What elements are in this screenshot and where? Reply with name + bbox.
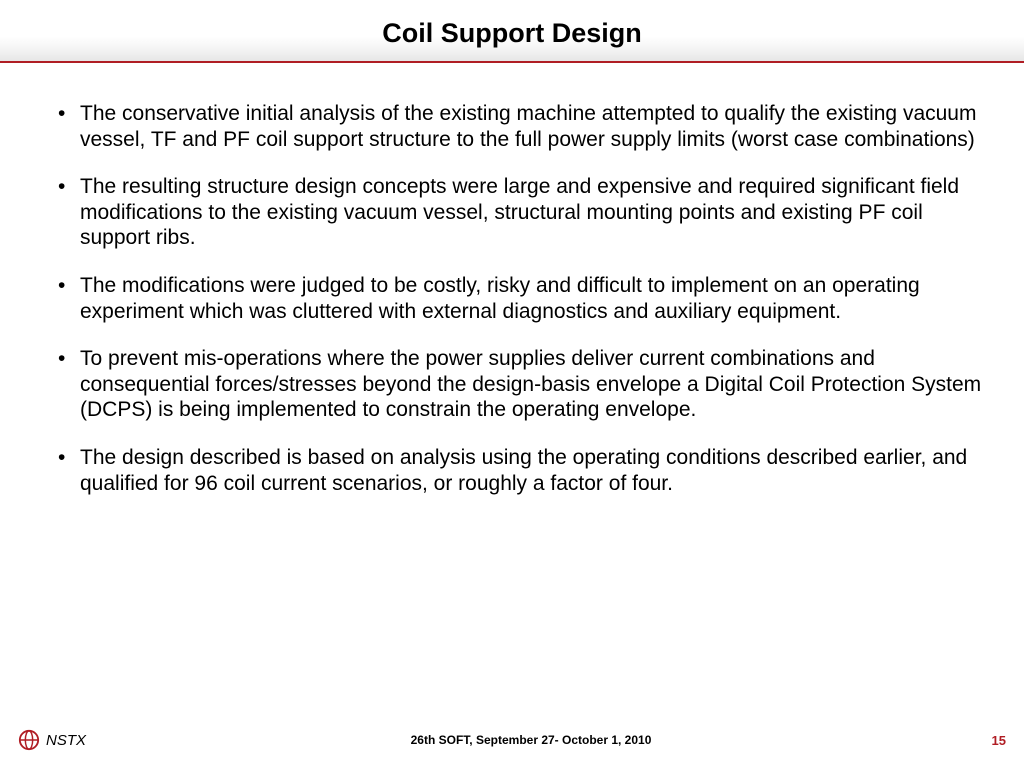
- slide-body: The conservative initial analysis of the…: [0, 63, 1024, 722]
- bullet-item: The modifications were judged to be cost…: [56, 273, 984, 324]
- bullet-item: To prevent mis-operations where the powe…: [56, 346, 984, 423]
- slide-title: Coil Support Design: [0, 18, 1024, 49]
- slide-footer: NSTX 26th SOFT, September 27- October 1,…: [0, 722, 1024, 768]
- bullet-item: The resulting structure design concepts …: [56, 174, 984, 251]
- conference-label: 26th SOFT, September 27- October 1, 2010: [86, 733, 976, 747]
- bullet-list: The conservative initial analysis of the…: [56, 101, 984, 496]
- nstx-logo-icon: [18, 729, 40, 751]
- footer-left: NSTX: [18, 729, 86, 751]
- slide: Coil Support Design The conservative ini…: [0, 0, 1024, 768]
- organization-label: NSTX: [46, 732, 86, 749]
- title-band: Coil Support Design: [0, 0, 1024, 63]
- page-number: 15: [976, 733, 1006, 748]
- bullet-item: The conservative initial analysis of the…: [56, 101, 984, 152]
- bullet-item: The design described is based on analysi…: [56, 445, 984, 496]
